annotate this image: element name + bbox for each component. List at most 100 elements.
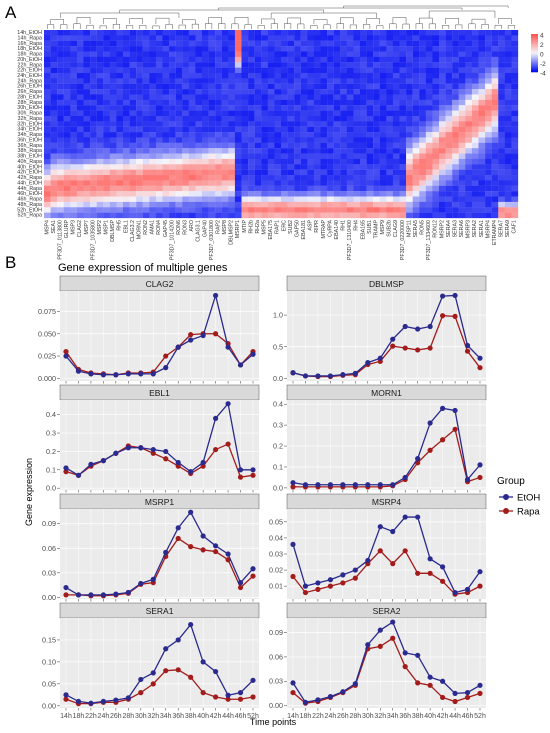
heatmap-cell: [445, 212, 453, 219]
heatmap-cell: [70, 158, 78, 165]
heatmap-cell: [399, 207, 407, 213]
heatmap-cell: [248, 99, 255, 106]
heatmap-cell: [261, 56, 268, 63]
heatmap-cell: [320, 78, 328, 84]
heatmap-col-label: RON12: [433, 220, 439, 238]
heatmap-cell: [208, 35, 216, 41]
heatmap-cell: [353, 191, 361, 197]
heatmap-cell: [234, 126, 242, 133]
data-point-etoh: [175, 637, 181, 643]
heatmap-cell: [425, 40, 433, 47]
heatmap-cell: [57, 94, 64, 100]
heatmap-cell: [379, 180, 387, 186]
heatmap-cell: [287, 72, 295, 79]
heatmap-cell: [392, 153, 400, 160]
heatmap-cell: [294, 67, 301, 74]
data-point-etoh: [138, 445, 144, 451]
heatmap-cell: [425, 115, 433, 122]
data-point-etoh: [327, 482, 333, 488]
heatmap-cell: [267, 51, 275, 58]
legend-swatch: [531, 63, 538, 65]
heatmap-cell: [471, 137, 479, 143]
heatmap-cell: [439, 132, 446, 138]
heatmap-cell: [287, 51, 295, 58]
heatmap-cell: [70, 196, 78, 203]
heatmap-cell: [399, 115, 407, 122]
heatmap-cell: [313, 99, 321, 106]
heatmap-cell: [327, 30, 334, 36]
heatmap-cell: [373, 99, 380, 106]
heatmap-cell: [412, 191, 420, 197]
heatmap-cell: [208, 99, 216, 106]
heatmap-cell: [63, 78, 71, 84]
heatmap-cell: [386, 169, 394, 176]
heatmap-cell: [287, 62, 295, 68]
heatmap-cell: [169, 83, 176, 90]
heatmap-cell: [432, 105, 440, 111]
heatmap-cell: [406, 110, 413, 117]
panel-b-title: Gene expression of multiple genes: [58, 262, 228, 274]
heatmap-cell: [155, 142, 163, 149]
heatmap-cell: [175, 212, 183, 219]
heatmap-cell: [162, 51, 170, 58]
heatmap-cell: [406, 72, 413, 79]
heatmap-cell: [366, 105, 374, 111]
heatmap-cell: [425, 78, 433, 84]
heatmap-cell: [188, 158, 196, 165]
heatmap-cell: [406, 201, 413, 208]
heatmap-cell: [471, 62, 479, 68]
heatmap-cell: [241, 67, 249, 74]
heatmap-cell: [123, 158, 130, 165]
heatmap-cell: [281, 180, 288, 186]
heatmap-cell: [83, 185, 91, 192]
heatmap-cell: [445, 132, 453, 138]
heatmap-cell: [142, 62, 150, 68]
heatmap-cell: [103, 67, 110, 74]
heatmap-row-label: 22h_EtOH: [17, 68, 42, 74]
heatmap-cell: [116, 121, 124, 127]
heatmap-cell: [478, 30, 486, 36]
heatmap-cell: [136, 207, 143, 213]
heatmap-cell: [504, 158, 512, 165]
heatmap-cell: [234, 35, 242, 41]
heatmap-cell: [44, 56, 51, 63]
heatmap-cell: [439, 196, 446, 203]
heatmap-cell: [248, 196, 255, 203]
heatmap-cell: [307, 180, 315, 186]
heatmap-cell: [195, 40, 203, 47]
heatmap-cell: [90, 164, 97, 170]
heatmap-cell: [234, 83, 242, 90]
heatmap-cell: [478, 169, 486, 176]
heatmap-cell: [445, 30, 453, 36]
heatmap-cell: [465, 148, 473, 154]
heatmap-cell: [175, 105, 183, 111]
heatmap-cell: [399, 132, 407, 138]
heatmap-cell: [281, 105, 288, 111]
heatmap-cell: [195, 30, 203, 36]
heatmap-cell: [90, 78, 97, 84]
heatmap-cell: [57, 196, 64, 203]
heatmap-cell: [96, 94, 104, 100]
heatmap-cell: [313, 180, 321, 186]
heatmap-cell: [300, 110, 308, 117]
heatmap-cell: [452, 196, 459, 203]
heatmap-cell: [155, 132, 163, 138]
heatmap-cell: [439, 110, 446, 117]
dendrogram-branch: [442, 25, 450, 29]
heatmap-cell: [425, 175, 433, 181]
heatmap-cell: [458, 110, 466, 117]
heatmap-cell: [360, 46, 367, 52]
heatmap-cell: [254, 89, 262, 95]
heatmap-cell: [254, 185, 262, 192]
heatmap-cell: [412, 62, 420, 68]
heatmap-cell: [366, 78, 374, 84]
heatmap-cell: [425, 126, 433, 133]
heatmap-cell: [70, 164, 78, 170]
heatmap-cell: [215, 40, 222, 47]
heatmap-cell: [70, 30, 78, 36]
heatmap-cell: [373, 83, 380, 90]
heatmap-cell: [267, 212, 275, 219]
heatmap-cell: [103, 175, 110, 181]
heatmap-cell: [458, 99, 466, 106]
heatmap-cell: [406, 212, 413, 219]
